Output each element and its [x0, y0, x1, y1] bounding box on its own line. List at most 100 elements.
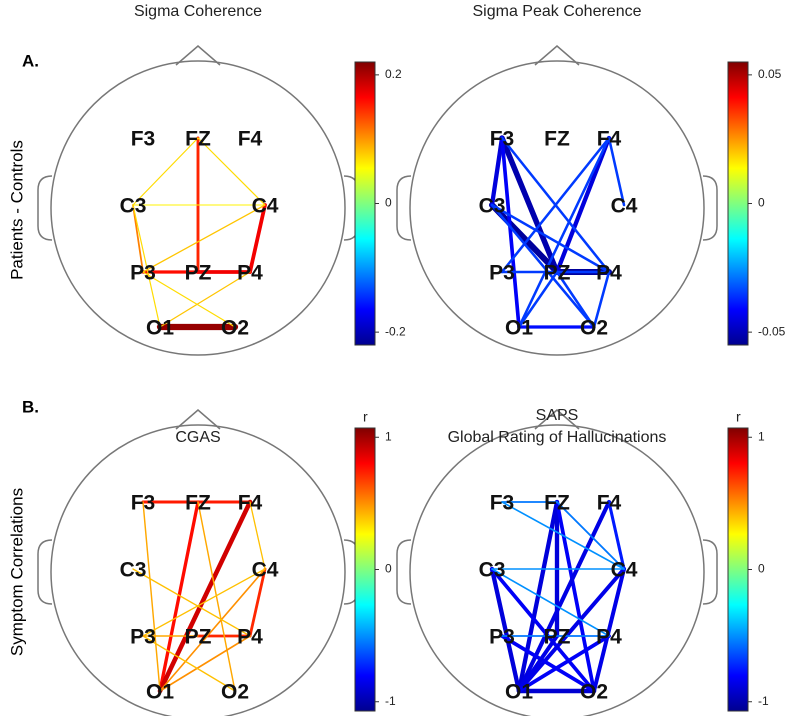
connection [142, 501, 161, 692]
electrode-label: C3 [479, 559, 506, 582]
electrode-label: F4 [238, 128, 263, 151]
connection [490, 567, 596, 693]
connection [132, 204, 161, 328]
connection [489, 566, 522, 694]
panel-title: Sigma Coherence [134, 3, 262, 20]
colorbar-tick-label: -1 [385, 694, 396, 708]
head [50, 60, 346, 356]
connection [132, 568, 251, 637]
connection [607, 136, 626, 207]
connection [499, 135, 560, 275]
colorbar [354, 427, 376, 712]
connection [516, 499, 560, 694]
electrode-label: P3 [130, 262, 156, 285]
electrode-label: O1 [505, 681, 533, 704]
panel-title: CGAS [175, 429, 220, 446]
connection [159, 568, 266, 692]
connection [517, 270, 559, 329]
electrode-label: O2 [221, 317, 249, 340]
electrode-label: P4 [237, 262, 263, 285]
electrode-label: F3 [131, 492, 156, 515]
colorbar-tick-label: 0 [385, 562, 392, 576]
electrode-label: F4 [238, 492, 263, 515]
connection [249, 501, 266, 570]
connection [516, 633, 560, 694]
electrode-label: PZ [185, 262, 212, 285]
connection [517, 634, 611, 693]
electrode-label: FZ [185, 128, 211, 151]
connection [142, 271, 236, 328]
connection [158, 500, 200, 693]
colorbar-tick-label: 0.05 [758, 67, 782, 81]
connection [501, 501, 625, 570]
row-label: Patients - Controls [7, 140, 26, 280]
connection [607, 500, 626, 571]
colorbar-tick-label: -1 [758, 694, 769, 708]
electrode-label: O1 [146, 317, 174, 340]
electrode-label: FZ [544, 128, 570, 151]
colorbar-tick-label: 1 [758, 429, 765, 443]
connection [197, 137, 266, 206]
connection [591, 566, 627, 694]
electrode-label: C3 [120, 195, 147, 218]
ear [37, 175, 53, 241]
electrode-label: P4 [596, 626, 622, 649]
electrode-label: O2 [221, 681, 249, 704]
electrode-label: PZ [544, 626, 571, 649]
electrode-label: F4 [597, 492, 622, 515]
head [50, 424, 346, 720]
electrode-label: C4 [252, 559, 279, 582]
panel-title: Sigma Peak Coherence [473, 3, 642, 20]
panel-title: Global Rating of Hallucinations [448, 429, 667, 446]
electrode-label: C3 [120, 559, 147, 582]
nose [534, 45, 580, 66]
electrode-label: P3 [489, 262, 515, 285]
connection [516, 499, 612, 694]
connection [197, 501, 236, 692]
connection [248, 567, 267, 638]
connection [500, 136, 611, 274]
electrode-label: P3 [130, 626, 156, 649]
electrode-label: F4 [597, 128, 622, 151]
nose [175, 45, 221, 66]
connection [490, 203, 596, 329]
connection [491, 568, 610, 637]
connection [490, 203, 611, 274]
connection [489, 135, 505, 208]
electrode-label: FZ [544, 492, 570, 515]
connection [592, 270, 611, 329]
row-label: Symptom Correlations [7, 488, 26, 656]
ear [396, 175, 412, 241]
connection [157, 499, 253, 694]
panel-title: SAPS [536, 407, 579, 424]
connection [142, 568, 266, 637]
nose [534, 409, 580, 430]
colorbar [727, 61, 749, 346]
ear [37, 539, 53, 605]
colorbar-tick-label: 0 [385, 196, 392, 210]
ear [702, 539, 718, 605]
electrode-label: C4 [611, 559, 638, 582]
electrode-label: O2 [580, 317, 608, 340]
connection [132, 204, 144, 273]
connection [555, 270, 596, 329]
connection [132, 137, 199, 206]
colorbar-label: r [736, 409, 741, 425]
colorbar-tick-label: -0.05 [758, 324, 786, 338]
electrode-label: F3 [490, 492, 515, 515]
panel-letter: B. [22, 397, 39, 416]
electrode-label: F3 [490, 128, 515, 151]
nose [175, 409, 221, 430]
colorbar-tick-label: 1 [385, 429, 392, 443]
electrode-label: O2 [580, 681, 608, 704]
electrode-label: O1 [505, 317, 533, 340]
electrode-label: F3 [131, 128, 156, 151]
electrode-label: O1 [146, 681, 174, 704]
colorbar [727, 427, 749, 712]
connection [142, 204, 266, 273]
colorbar-tick-label: 0 [758, 562, 765, 576]
connection [159, 271, 251, 328]
panel-letter: A. [22, 51, 39, 70]
connection [554, 135, 612, 275]
